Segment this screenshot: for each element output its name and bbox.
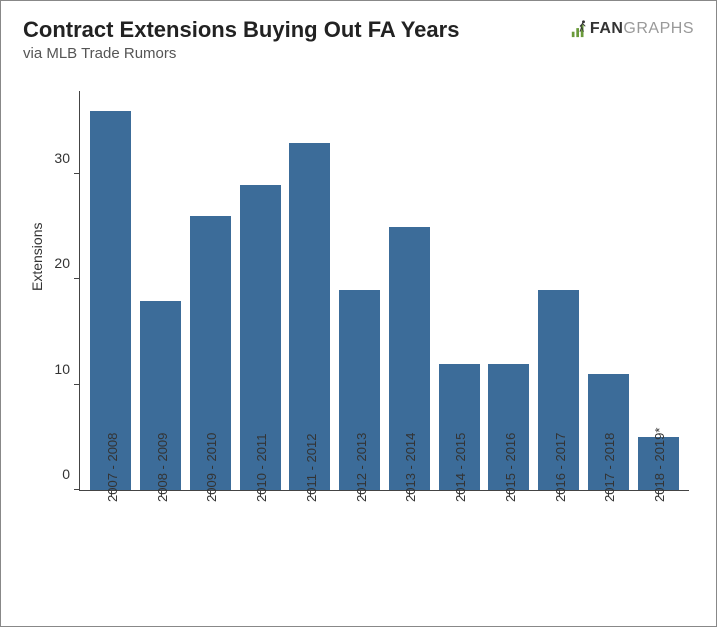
x-tick-label: 2011 - 2012 <box>304 434 319 502</box>
x-tick-label: 2014 - 2015 <box>453 433 468 502</box>
logo-text-graphs: GRAPHS <box>623 20 694 38</box>
x-tick-label: 2017 - 2018 <box>602 433 617 502</box>
bar-slot: 2012 - 2013 <box>335 91 385 490</box>
bar-slot: 2018 - 2019* <box>633 91 683 490</box>
x-tick-label: 2016 - 2017 <box>553 433 568 502</box>
x-tick-label: 2007 - 2008 <box>105 433 120 502</box>
x-tick-label: 2013 - 2014 <box>403 433 418 502</box>
bar-slot: 2011 - 2012 <box>285 91 335 490</box>
x-tick-label: 2012 - 2013 <box>354 433 369 502</box>
x-tick-label: 2015 - 2016 <box>503 433 518 502</box>
logo-text-fan: FAN <box>590 20 624 38</box>
bar-slot: 2014 - 2015 <box>434 91 484 490</box>
bar-slot: 2017 - 2018 <box>584 91 634 490</box>
bar-slot: 2009 - 2010 <box>186 91 236 490</box>
x-tick-label: 2010 - 2011 <box>254 434 269 502</box>
x-tick-label: 2008 - 2009 <box>155 433 170 502</box>
bars-container: 2007 - 20082008 - 20092009 - 20102010 - … <box>80 91 689 490</box>
y-tick-label: 20 <box>40 255 80 271</box>
bar-slot: 2015 - 2016 <box>484 91 534 490</box>
bar-slot: 2016 - 2017 <box>534 91 584 490</box>
bar-slot: 2010 - 2011 <box>235 91 285 490</box>
bar-slot: 2013 - 2014 <box>385 91 435 490</box>
bar-slot: 2007 - 2008 <box>86 91 136 490</box>
y-tick-label: 30 <box>40 150 80 166</box>
fangraphs-logo: FANGRAPHS <box>570 19 694 39</box>
chart-subtitle: via MLB Trade Rumors <box>23 45 694 62</box>
y-tick-label: 10 <box>40 361 80 377</box>
x-tick-label: 2018 - 2019* <box>652 428 667 502</box>
y-tick-label: 0 <box>40 466 80 482</box>
fangraphs-icon <box>570 19 588 39</box>
bar-slot: 2008 - 2009 <box>136 91 186 490</box>
plot-area: 0102030 2007 - 20082008 - 20092009 - 201… <box>79 91 689 491</box>
x-tick-label: 2009 - 2010 <box>204 433 219 502</box>
